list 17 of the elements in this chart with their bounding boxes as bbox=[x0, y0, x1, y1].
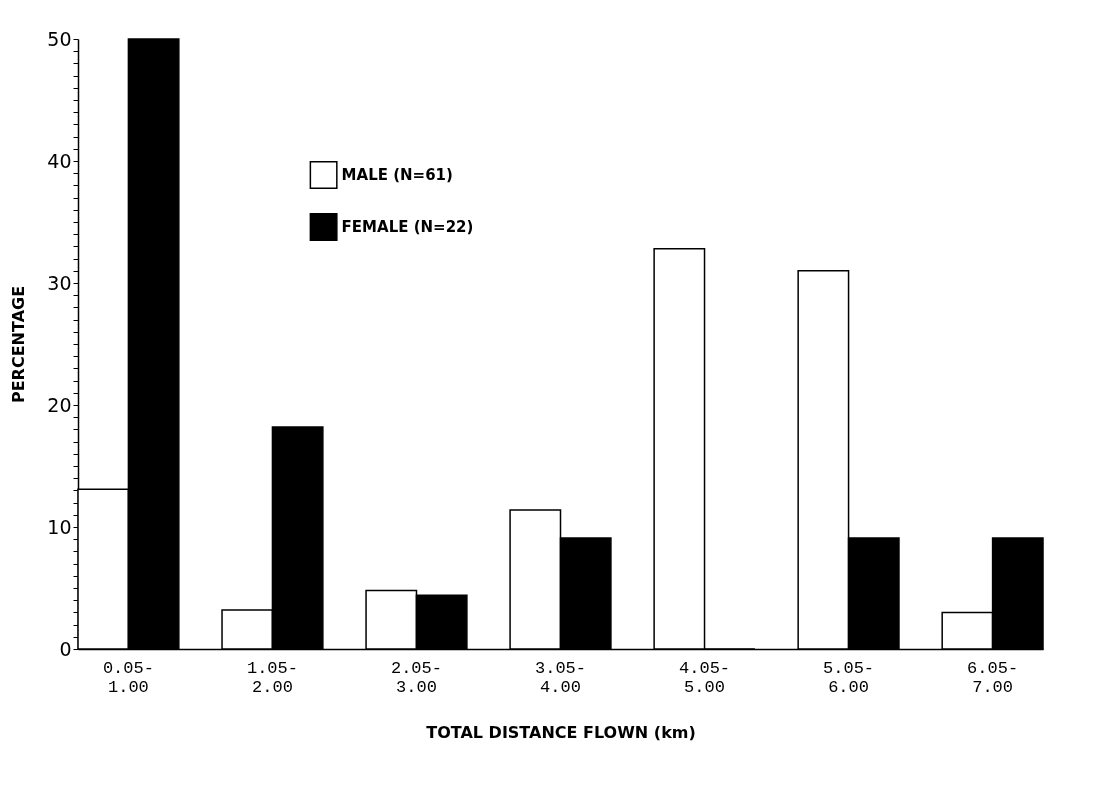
x-tick-label: 3.05-4.00 bbox=[534, 658, 587, 697]
y-tick-label: 10 bbox=[47, 515, 72, 538]
x-tick-label: 5.05-6.00 bbox=[823, 658, 875, 697]
y-tick-label: 0 bbox=[59, 637, 72, 660]
legend-label: FEMALE (N=22) bbox=[341, 218, 474, 236]
y-axis-title: PERCENTAGE bbox=[9, 285, 29, 404]
x-tick-label: 6.05-7.00 bbox=[967, 658, 1019, 697]
x-axis-title: TOTAL DISTANCE FLOWN (km) bbox=[426, 722, 696, 742]
y-tick-label: 20 bbox=[47, 393, 72, 416]
x-tick-label: 0.05-1.00 bbox=[102, 658, 154, 697]
x-tick-label: 4.05-5.00 bbox=[679, 658, 731, 697]
legend-label: MALE (N=61) bbox=[341, 166, 453, 184]
x-tick-label: 1.05-2.00 bbox=[246, 658, 298, 697]
x-tick-label: 2.05-3.00 bbox=[390, 658, 442, 697]
y-tick-label: 30 bbox=[47, 271, 72, 294]
y-tick-label: 40 bbox=[47, 149, 72, 172]
y-tick-label: 50 bbox=[47, 27, 72, 50]
